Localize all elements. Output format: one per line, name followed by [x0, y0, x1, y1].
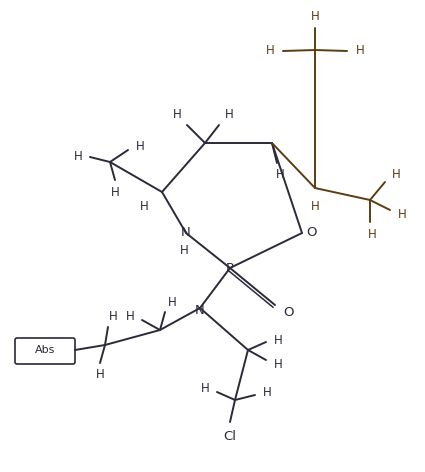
Text: H: H: [263, 386, 272, 398]
Text: H: H: [96, 369, 105, 381]
Text: H: H: [274, 334, 282, 346]
Text: O: O: [284, 306, 294, 320]
Text: H: H: [173, 109, 181, 121]
Text: H: H: [136, 140, 144, 152]
Text: H: H: [368, 228, 377, 241]
Text: H: H: [225, 109, 233, 121]
Text: H: H: [311, 10, 319, 24]
Text: Abs: Abs: [35, 345, 55, 355]
Text: H: H: [140, 201, 148, 213]
Text: H: H: [167, 295, 176, 309]
Text: H: H: [110, 185, 119, 199]
Text: Cl: Cl: [224, 430, 236, 443]
Text: P: P: [226, 261, 234, 275]
Text: H: H: [74, 151, 82, 163]
Text: H: H: [276, 169, 284, 182]
Text: O: O: [307, 227, 317, 239]
Text: H: H: [274, 357, 282, 371]
Text: H: H: [109, 311, 117, 323]
Text: N: N: [181, 227, 191, 239]
Text: H: H: [398, 208, 406, 220]
Text: H: H: [201, 381, 210, 395]
Text: H: H: [126, 310, 134, 322]
Text: N: N: [195, 303, 205, 317]
Text: H: H: [311, 200, 319, 212]
Text: H: H: [356, 44, 364, 58]
FancyBboxPatch shape: [15, 338, 75, 364]
Text: H: H: [180, 244, 188, 258]
Text: H: H: [391, 168, 400, 180]
Text: H: H: [266, 44, 275, 58]
